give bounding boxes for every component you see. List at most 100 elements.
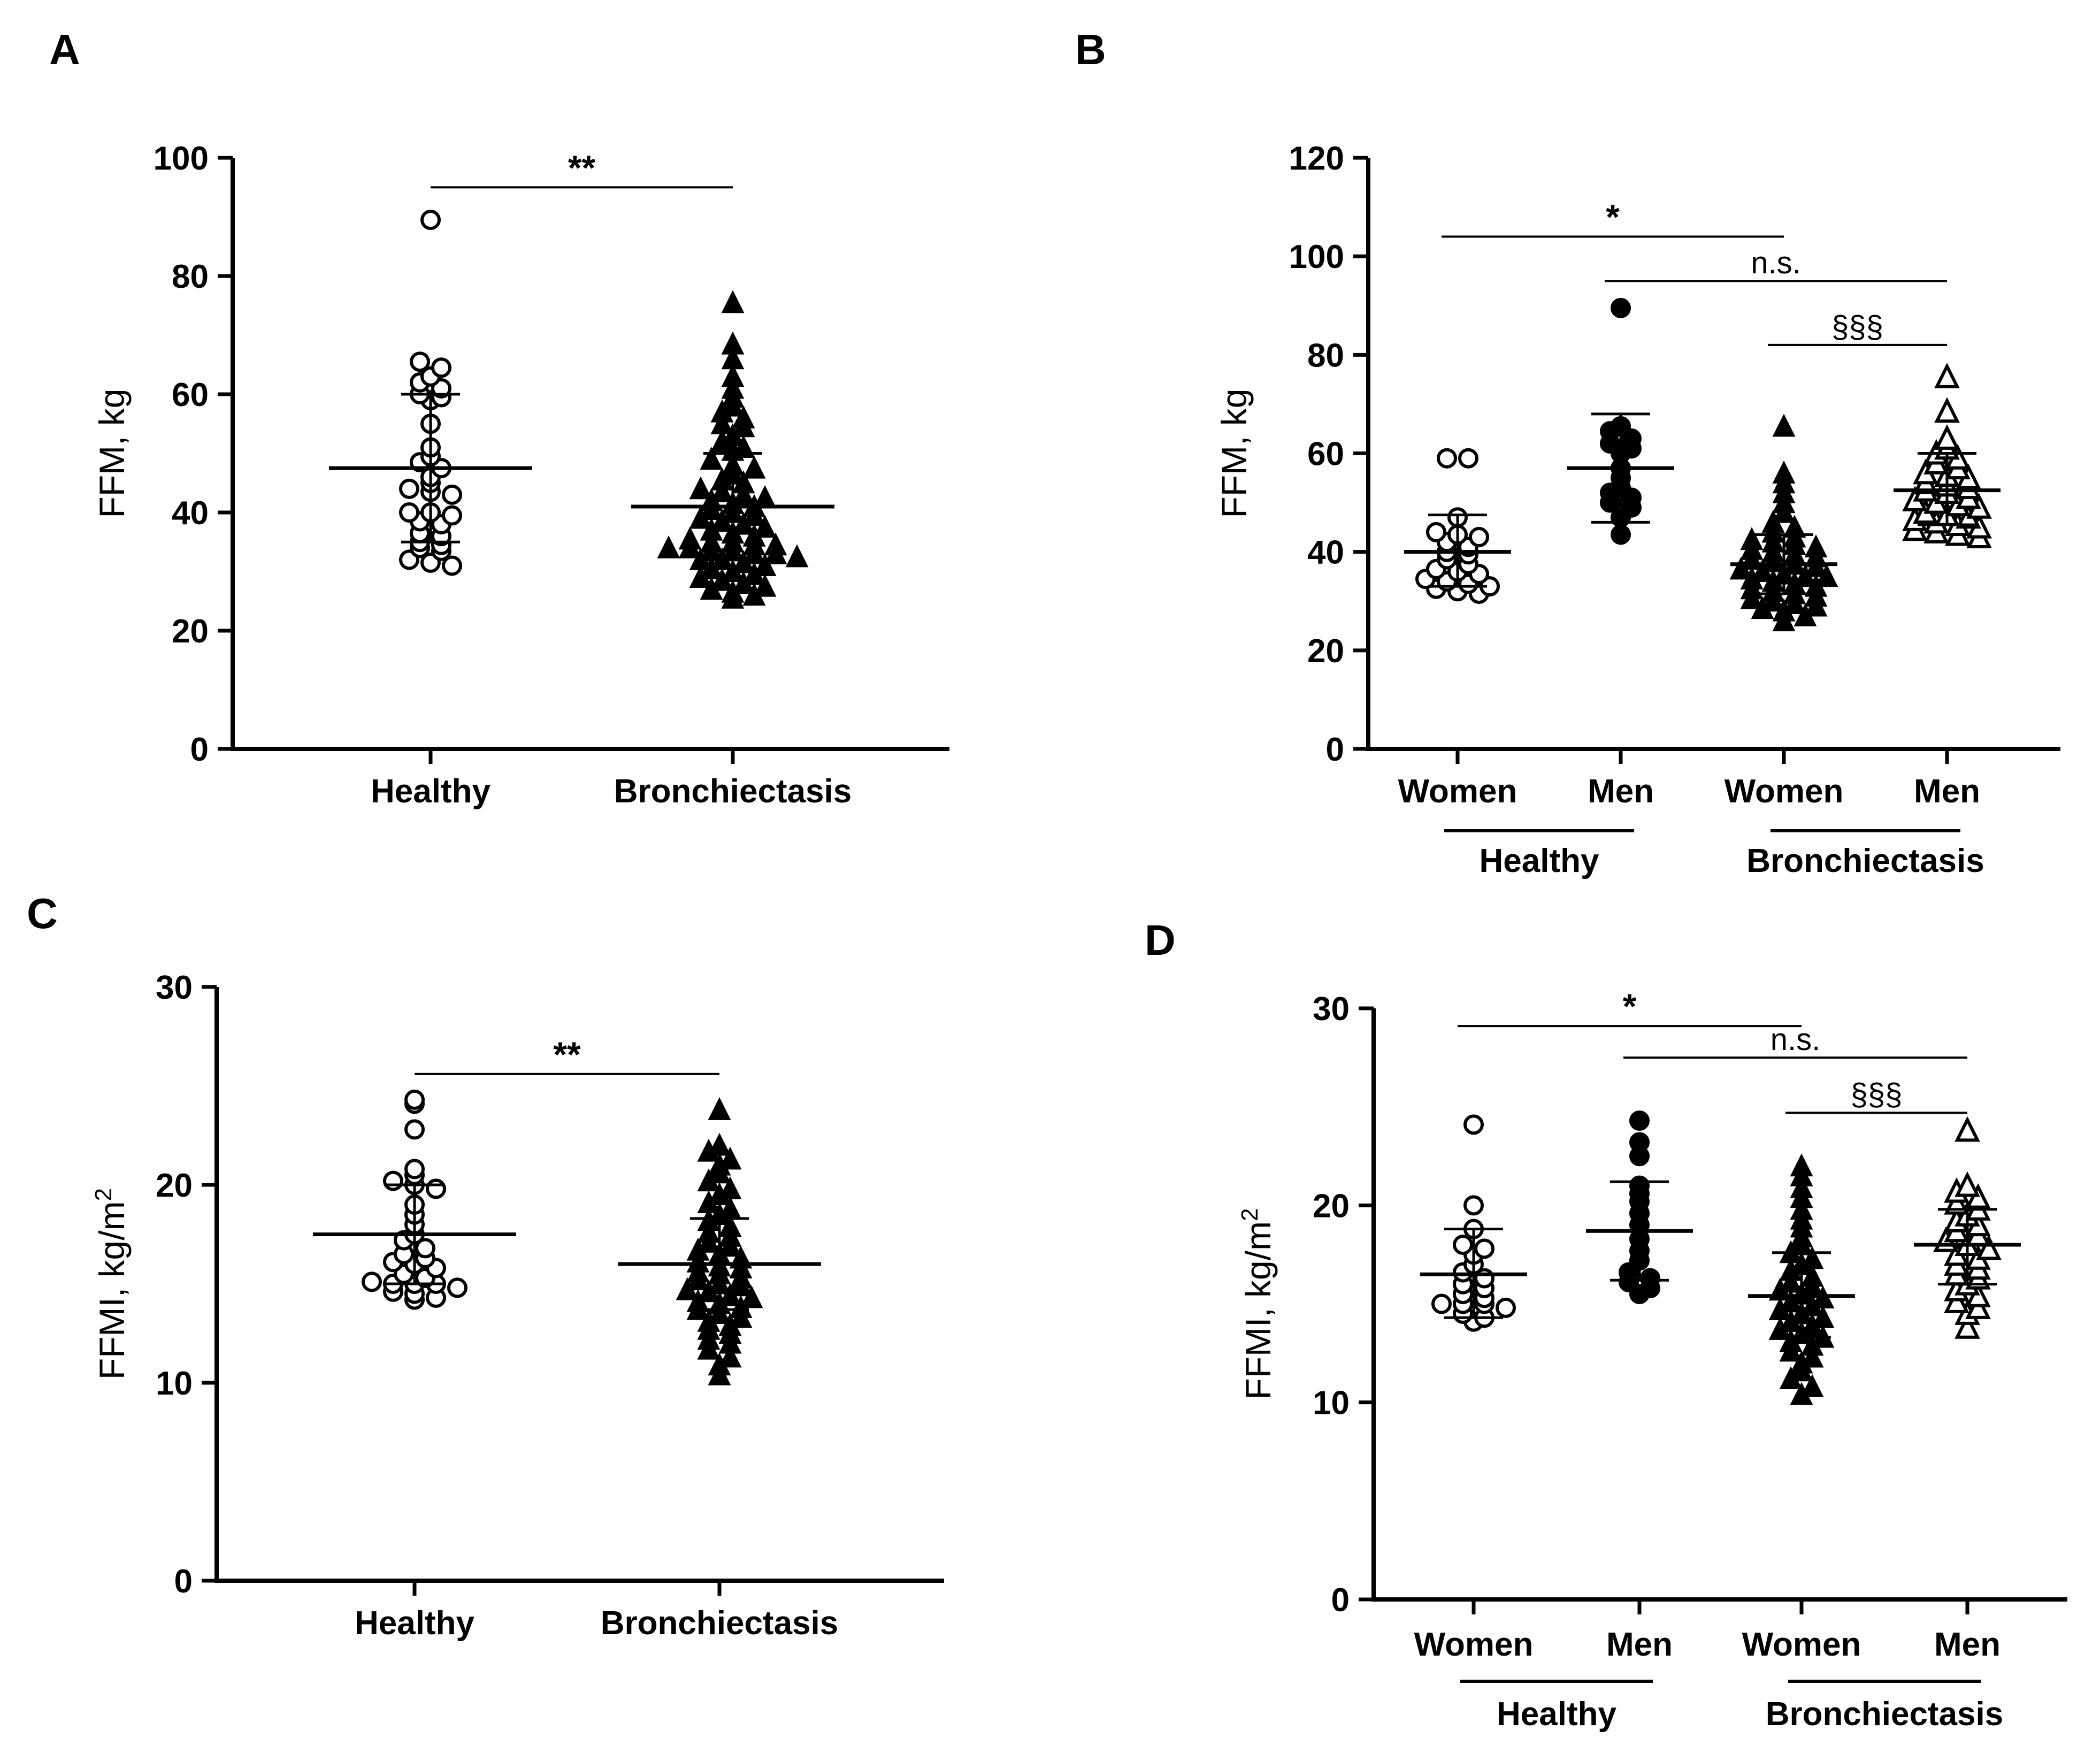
data-point-circle: [399, 502, 419, 523]
x-category-label: Women: [1398, 773, 1517, 810]
x-category-label: Men: [1934, 1626, 2001, 1663]
y-tick-label: 60: [1307, 436, 1344, 473]
data-point-circle: [404, 1119, 425, 1140]
y-axis-title: FFMI, kg/m2: [90, 1188, 132, 1380]
x-category-label: Women: [1414, 1626, 1534, 1663]
y-tick-label: 120: [1289, 140, 1344, 177]
data-point-triangle: [1800, 1246, 1824, 1269]
panel-letter: A: [49, 26, 80, 73]
data-point-triangle: [732, 435, 755, 458]
data-point-triangle: [721, 290, 745, 313]
data-point-triangle: [1800, 1263, 1824, 1287]
panel-a: A 0 20 40 60 80 100 FFM, kg Healthy Bronchiectasi…: [49, 26, 949, 810]
y-tick-label: 20: [1307, 633, 1344, 670]
data-point-triangle: [1790, 1197, 1813, 1220]
y-tick-label: 0: [190, 731, 209, 768]
data-point-circle: [1437, 448, 1457, 469]
data-point-circle: [1629, 1132, 1650, 1153]
y-tick-label: 10: [156, 1365, 193, 1402]
significance-label: §§§: [1831, 310, 1883, 344]
series-bronchiectasis-women: [1729, 413, 1838, 632]
data-point-circle: [442, 484, 462, 505]
data-point-circle: [1431, 1293, 1452, 1314]
data-point-triangle: [718, 1344, 742, 1368]
y-axis-title: FFMI, kg/m2: [1237, 1208, 1278, 1399]
y-tick-label: 100: [154, 140, 209, 177]
data-point-triangle: [1800, 1374, 1824, 1397]
y-tick-label: 0: [1331, 1582, 1350, 1619]
data-point-triangle: [1772, 460, 1796, 484]
significance-label: *: [1623, 986, 1637, 1026]
data-point-circle: [1469, 527, 1489, 548]
data-point-triangle: [1790, 1175, 1813, 1198]
data-point-triangle: [1934, 424, 1960, 450]
y-tick-label: 100: [1289, 239, 1344, 275]
series-bronchiectasis-women: [1748, 1153, 1855, 1405]
group-label: Healthy: [1480, 843, 1599, 879]
data-point-triangle: [732, 482, 755, 506]
data-point-triangle: [700, 529, 723, 553]
x-category-label: Women: [1725, 773, 1844, 810]
y-axis-title: FFM, kg: [1214, 389, 1254, 518]
data-point-circle: [415, 1238, 435, 1259]
data-point-triangle: [718, 1214, 742, 1237]
series-healthy-women: [1404, 448, 1511, 604]
group-label: Bronchiectasis: [1746, 843, 1984, 879]
data-point-triangle: [785, 544, 809, 568]
series-bronchiectasis: [618, 1097, 821, 1385]
data-point-triangle: [742, 455, 766, 479]
significance-label: *: [1606, 197, 1620, 236]
data-point-triangle: [1965, 1183, 1991, 1209]
data-point-triangle: [710, 479, 734, 502]
data-point-triangle: [1779, 1269, 1803, 1293]
data-point-triangle: [657, 535, 680, 558]
series-healthy: [313, 1089, 516, 1310]
data-point-triangle: [686, 1249, 710, 1273]
data-point-circle: [1474, 1238, 1494, 1259]
y-tick-label: 80: [172, 258, 209, 295]
series-healthy-men: [1586, 1110, 1693, 1305]
data-point-circle: [442, 505, 462, 526]
y-tick-label: 20: [1313, 1188, 1350, 1224]
data-point-triangle: [1965, 1282, 1991, 1307]
y-axis-title: FFM, kg: [92, 389, 132, 518]
x-category-label: Healthy: [371, 773, 490, 810]
data-point-triangle: [708, 1097, 731, 1120]
data-point-circle: [1453, 1235, 1473, 1255]
data-point-circle: [1496, 1297, 1516, 1318]
y-axis-title-superscript: 2: [90, 1188, 117, 1201]
series-healthy: [329, 210, 532, 576]
data-point-triangle: [753, 573, 777, 597]
significance-label: **: [553, 1035, 581, 1074]
data-point-triangle: [1800, 1344, 1824, 1368]
y-tick-label: 20: [156, 1167, 193, 1204]
x-category-label: Men: [1588, 773, 1654, 810]
significance-label: §§§: [1851, 1077, 1903, 1112]
data-point-circle: [1458, 448, 1478, 469]
panel-letter: D: [1145, 916, 1176, 964]
x-category-label: Women: [1742, 1626, 1861, 1663]
data-point-triangle: [753, 485, 777, 508]
data-point-triangle: [721, 376, 745, 399]
y-tick-label: 30: [1313, 991, 1350, 1028]
data-point-triangle: [1955, 1171, 1980, 1197]
data-point-triangle: [721, 364, 745, 387]
data-point-triangle: [1976, 1234, 2002, 1260]
data-point-circle: [1621, 428, 1642, 449]
y-tick-label: 0: [1326, 731, 1344, 768]
data-point-circle: [1629, 1110, 1650, 1131]
data-point-triangle: [1965, 1293, 1991, 1319]
group-label: Healthy: [1497, 1696, 1616, 1733]
significance-label: n.s.: [1751, 246, 1801, 280]
panel-letter: B: [1075, 26, 1106, 73]
data-point-triangle: [764, 532, 787, 556]
data-point-triangle: [697, 1220, 721, 1243]
series-bronchiectasis: [631, 290, 834, 609]
panel-letter: C: [27, 890, 58, 937]
data-point-triangle: [1934, 363, 1960, 388]
data-point-triangle: [710, 411, 734, 434]
y-tick-label: 20: [172, 613, 209, 650]
data-point-triangle: [689, 476, 712, 500]
data-point-triangle: [1934, 397, 1960, 423]
